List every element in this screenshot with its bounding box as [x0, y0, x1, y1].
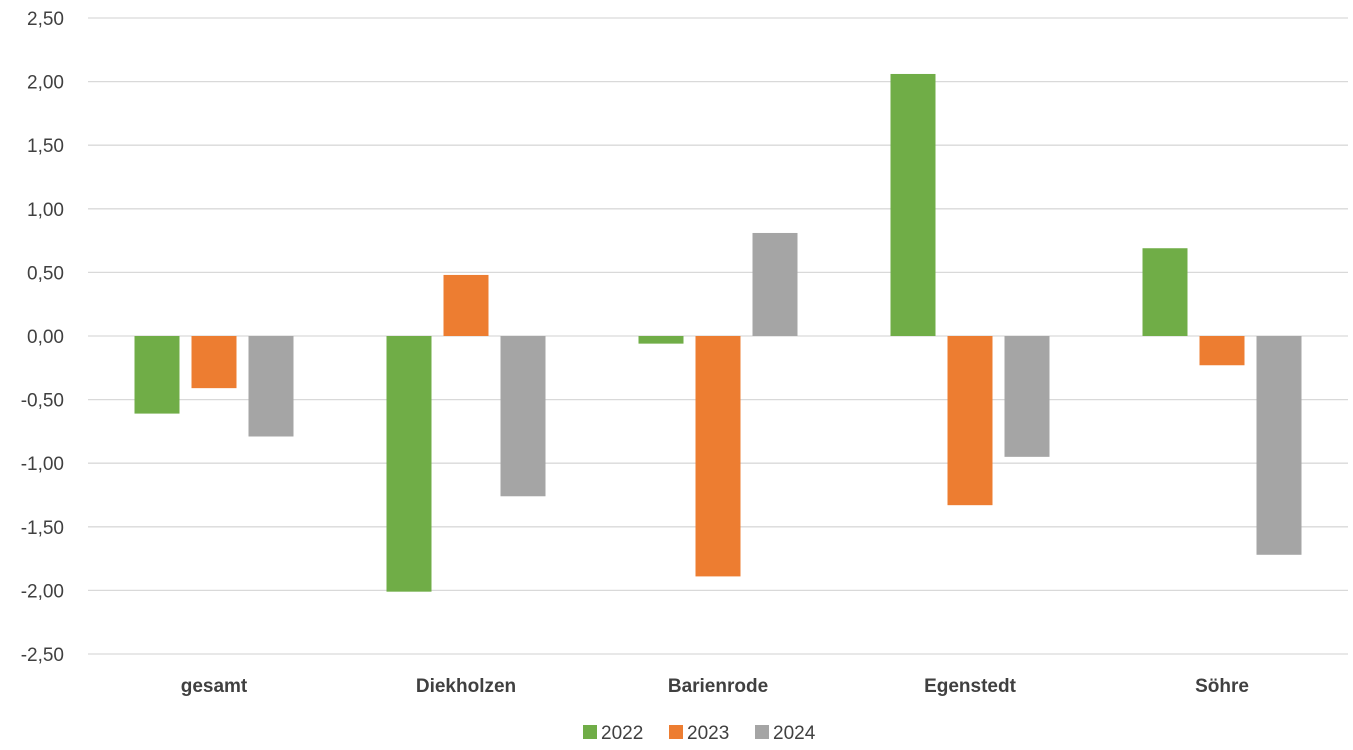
y-tick-label: 2,00: [27, 73, 64, 94]
legend-swatch: [669, 725, 683, 739]
y-tick-label: -2,00: [21, 581, 64, 602]
x-category-label: gesamt: [181, 676, 248, 697]
bar: [1142, 248, 1188, 336]
legend-label: 2023: [687, 723, 729, 744]
bar: [134, 336, 180, 414]
y-tick-label: -2,50: [21, 645, 64, 666]
y-tick-label: 0,50: [27, 263, 64, 284]
bar: [890, 73, 936, 336]
y-tick-label: -1,50: [21, 518, 64, 539]
x-axis-category-labels: gesamt Diekholzen Barienrode Egenstedt Söhre: [181, 676, 1249, 697]
y-tick-label: 1,00: [27, 200, 64, 221]
bar: [386, 336, 432, 592]
bars: [134, 73, 1302, 592]
y-tick-label: -0,50: [21, 391, 64, 412]
legend-swatch: [755, 725, 769, 739]
y-tick-label: 0,00: [27, 327, 64, 348]
bar: [752, 232, 798, 336]
y-axis-tick-labels: 2,50 2,00 1,50 1,00 0,50 0,00 -0,50 -1,00 -1,50 -…: [21, 9, 64, 666]
bar: [1256, 336, 1302, 555]
y-tick-label: 1,50: [27, 136, 64, 157]
bar: [947, 336, 993, 506]
bar: [1004, 336, 1050, 457]
bar: [443, 274, 489, 336]
legend-label: 2024: [773, 723, 816, 744]
bar: [248, 336, 294, 437]
bar: [695, 336, 741, 577]
x-category-label: Barienrode: [668, 676, 768, 697]
bar: [1199, 336, 1245, 366]
y-tick-label: 2,50: [27, 9, 64, 30]
bar: [638, 336, 684, 344]
x-category-label: Egenstedt: [924, 676, 1017, 697]
legend: 2022 2023 2024: [583, 723, 816, 744]
legend-swatch: [583, 725, 597, 739]
y-tick-label: -1,00: [21, 454, 64, 475]
x-category-label: Diekholzen: [416, 676, 516, 697]
bar: [500, 336, 546, 497]
bar: [191, 336, 237, 389]
legend-label: 2022: [601, 723, 643, 744]
x-category-label: Söhre: [1195, 676, 1249, 697]
